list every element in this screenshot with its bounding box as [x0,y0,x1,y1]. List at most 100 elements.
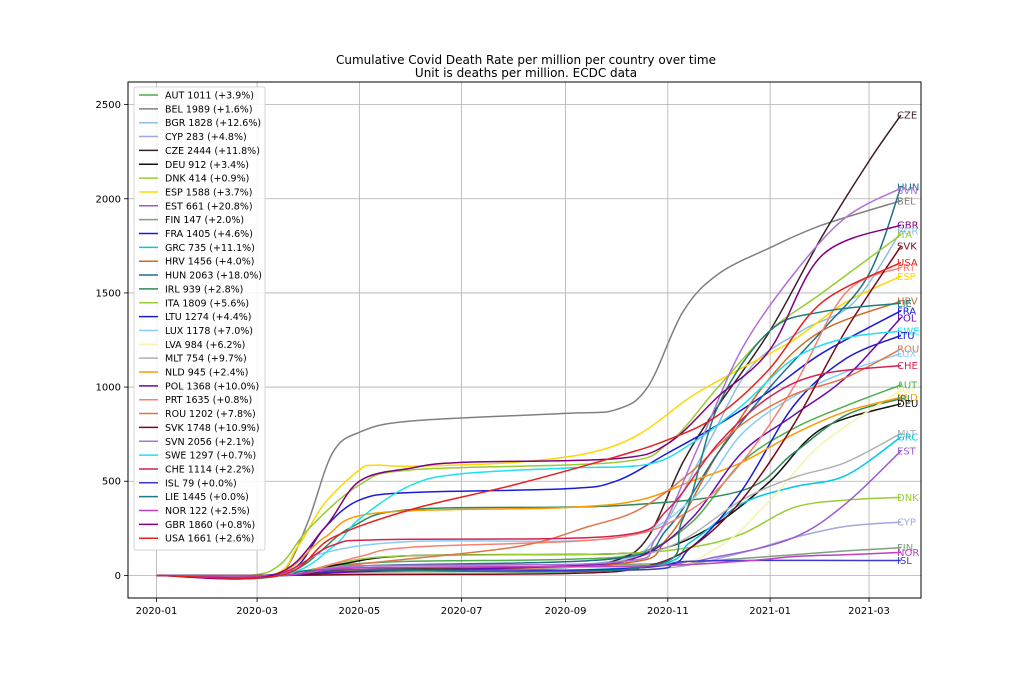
legend-item-esp: ESP 1588 (+3.7%) [165,187,253,198]
series-line-usa [156,261,902,579]
legend-item-fin: FIN 147 (+2.0%) [165,215,244,226]
end-label-nor: NOR [897,548,919,559]
x-tick-label: 2020-09 [545,606,587,617]
end-label-isl: ISL [897,556,912,567]
series-line-prt [156,266,902,578]
legend-item-ita: ITA 1809 (+5.6%) [165,298,249,309]
y-axis: 0 500 1000 1500 2000 2500 [96,100,128,582]
y-tick-label: 1000 [96,383,121,394]
end-label-hrv: HRV [897,297,918,308]
series-line-esp [156,275,902,579]
legend-item-svn: SVN 2056 (+2.1%) [165,437,254,448]
series-line-ita [156,234,902,577]
end-label-lva: LVA [897,386,915,397]
legend-item-pol: POL 1368 (+10.0%) [165,381,259,392]
series-line-hun [156,186,902,577]
end-label-fra: FRA [897,306,916,317]
y-tick-label: 2500 [96,100,121,111]
series-lines [156,114,902,580]
legend-item-hun: HUN 2063 (+18.0%) [165,271,262,282]
end-label-swe: SWE [897,327,920,338]
series-line-fra [156,310,902,577]
legend-item-gbr: GBR 1860 (+0.8%) [165,520,255,531]
legend-item-lie: LIE 1445 (+0.0%) [165,492,249,503]
end-label-nld: NLD [897,393,918,404]
end-label-prt: PRT [897,263,916,274]
plot-frame [127,81,922,599]
legend-item-nld: NLD 945 (+2.4%) [165,368,248,379]
x-tick-label: 2020-07 [441,606,483,617]
end-label-esp: ESP [897,272,916,283]
end-label-lie: LIE [897,299,912,310]
legend-item-svk: SVK 1748 (+10.9%) [165,423,260,434]
y-tick-label: 2000 [96,194,121,205]
end-label-ita: ITA [897,230,912,241]
y-tick-label: 0 [115,571,121,582]
legend-item-prt: PRT 1635 (+0.8%) [165,395,252,406]
series-line-cze [156,114,902,577]
legend-item-isl: ISL 79 (+0.0%) [165,478,237,489]
series-line-bgr [156,230,902,577]
x-tick-label: 2020-11 [647,606,689,617]
end-label-svn: SVN [897,186,918,197]
legend-item-lux: LUX 1178 (+7.0%) [165,326,253,337]
legend-item-ltu: LTU 1274 (+4.4%) [165,312,251,323]
legend-item-deu: DEU 912 (+3.4%) [165,160,249,171]
end-label-irl: IRL [897,394,913,405]
end-labels: CZEHUNSVNBELGBRBGRITASVKUSAPRTESPHRVLIEF… [897,111,920,567]
legend-item-bgr: BGR 1828 (+12.6%) [165,118,261,129]
legend-item-dnk: DNK 414 (+0.9%) [165,174,249,185]
end-label-lux: LUX [897,349,916,360]
end-label-gbr: GBR [897,221,919,232]
y-tick-label: 1500 [96,288,121,299]
end-label-hun: HUN [897,182,919,193]
end-label-mlt: MLT [897,429,917,440]
legend-item-est: EST 661 (+20.8%) [165,201,253,212]
x-axis: 2020-01 2020-03 2020-05 2020-07 2020-09 2020-… [136,598,890,617]
legend-box [133,86,266,551]
chart-subtitle: Unit is deaths per million. ECDC data [415,66,637,80]
end-label-grc: GRC [897,432,918,443]
end-label-dnk: DNK [897,493,919,504]
legend: AUT 1011 (+3.9%) BEL 1989 (+1.6%) BGR 1828… [133,86,266,551]
end-label-pol: POL [897,313,917,324]
end-label-usa: USA [897,258,918,269]
legend-item-mlt: MLT 754 (+9.7%) [165,354,247,365]
end-label-cze: CZE [897,111,917,122]
legend-item-lva: LVA 984 (+6.2%) [165,340,245,351]
legend-item-grc: GRC 735 (+11.1%) [165,243,255,254]
chart-title: Cumulative Covid Death Rate per million … [336,53,716,67]
series-line-lie [156,302,901,577]
x-tick-label: 2020-01 [136,606,178,617]
end-label-est: EST [897,446,917,457]
series-line-nld [156,396,902,579]
legend-item-irl: IRL 939 (+2.8%) [165,284,243,295]
legend-item-bel: BEL 1989 (+1.6%) [165,104,253,115]
legend-item-nor: NOR 122 (+2.5%) [165,506,250,517]
legend-item-fra: FRA 1405 (+4.6%) [165,229,253,240]
series-line-gbr [156,224,902,580]
end-label-aut: AUT [897,381,918,392]
x-tick-label: 2020-05 [338,606,380,617]
series-line-rou [156,348,902,577]
legend-item-cyp: CYP 283 (+4.8%) [165,132,247,143]
end-label-ltu: LTU [897,331,915,342]
end-label-rou: ROU [897,345,919,356]
legend-item-che: CHE 1114 (+2.2%) [165,464,255,475]
x-tick-label: 2021-01 [749,606,791,617]
series-line-bel [156,200,902,577]
end-label-bel: BEL [897,196,916,207]
end-label-che: CHE [897,361,918,372]
legend-item-hrv: HRV 1456 (+4.0%) [165,257,254,268]
end-label-bgr: BGR [897,227,918,238]
x-tick-label: 2020-03 [236,606,278,617]
chart-title-group: Cumulative Covid Death Rate per million … [336,53,716,80]
legend-item-rou: ROU 1202 (+7.8%) [165,409,256,420]
y-tick-label: 500 [102,477,121,488]
series-line-svn [156,187,902,577]
end-label-deu: DEU [897,399,918,410]
end-label-fin: FIN [897,543,913,554]
legend-item-aut: AUT 1011 (+3.9%) [165,91,254,102]
x-tick-label: 2021-03 [848,606,890,617]
